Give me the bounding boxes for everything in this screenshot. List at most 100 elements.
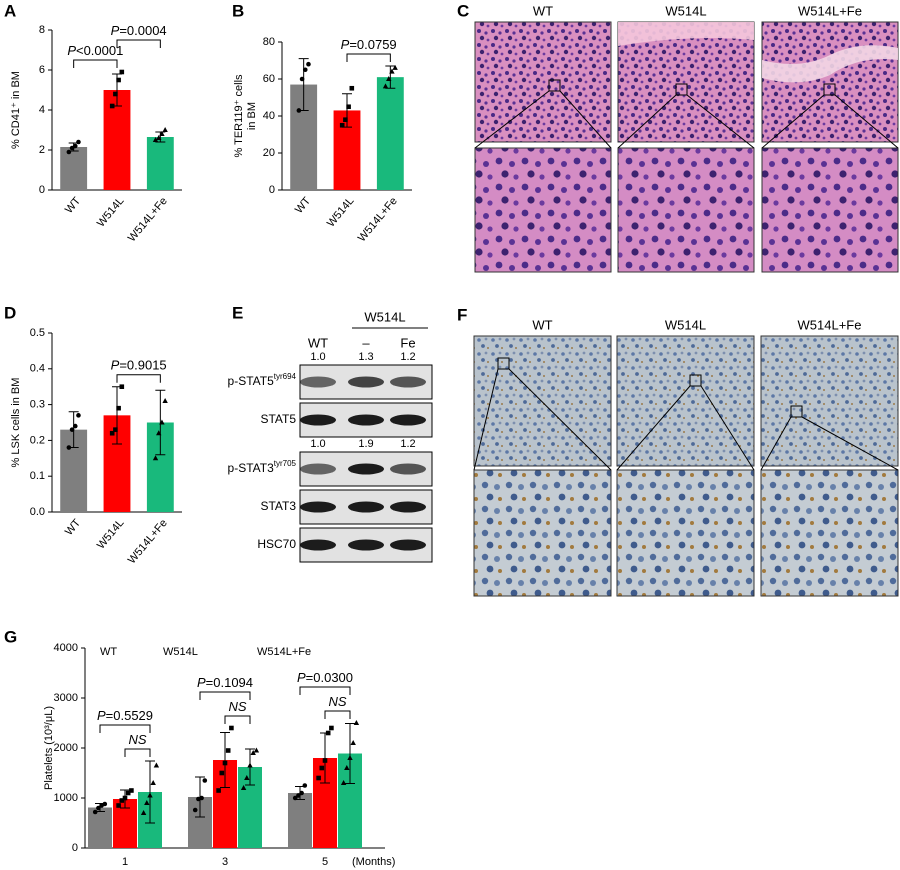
- data-point: [156, 430, 162, 436]
- data-point: [159, 419, 165, 425]
- data-point: [353, 720, 360, 725]
- data-point: [152, 137, 159, 142]
- significance-label: P<0.0001: [67, 43, 123, 58]
- zoom-lines: [617, 94, 755, 149]
- data-point: [322, 758, 328, 763]
- y-tick-label: 20: [263, 147, 275, 159]
- data-point: [225, 748, 231, 753]
- data-point: [247, 762, 253, 768]
- y-tick-label: 8: [39, 24, 45, 36]
- bar: [60, 147, 88, 190]
- y-tick-label: 4000: [54, 642, 78, 654]
- x-tick-label: WT: [63, 517, 83, 538]
- protein-name: STAT5: [260, 412, 296, 426]
- data-point: [113, 91, 118, 97]
- significance-label: NS: [128, 732, 146, 747]
- significance-label: P=0.0300: [297, 670, 353, 685]
- data-point: [292, 795, 298, 801]
- blot-band: [348, 414, 384, 426]
- panel-letter: F: [457, 305, 467, 324]
- significance-bracket: [99, 724, 151, 733]
- band-quantification: 1.2: [400, 351, 415, 363]
- zoom-box: [823, 83, 836, 96]
- legend-entry: WT: [100, 646, 117, 658]
- data-point: [162, 127, 168, 132]
- blot-band: [390, 414, 426, 426]
- data-point: [240, 785, 247, 790]
- column-label: W514L: [665, 3, 706, 18]
- zoom-lines: [760, 416, 899, 471]
- blot-band: [348, 501, 384, 513]
- data-point: [156, 135, 162, 140]
- micrograph-zoom: [761, 147, 899, 273]
- significance-bracket: [116, 39, 161, 48]
- y-tick-label: 2000: [54, 742, 78, 754]
- micrograph-overview: [760, 335, 899, 467]
- bone: [618, 22, 754, 46]
- panel-letter: D: [4, 303, 16, 322]
- significance-label: NS: [328, 694, 346, 709]
- data-point: [350, 740, 356, 745]
- protein-name: STAT3: [260, 499, 296, 513]
- blot-band: [300, 414, 336, 426]
- data-point: [344, 765, 350, 770]
- band-quantification: 1.0: [310, 438, 325, 450]
- panel-letter: B: [232, 1, 244, 20]
- panel-letter: A: [4, 1, 16, 20]
- panel-letter: G: [4, 627, 17, 646]
- panel-letter: E: [232, 303, 243, 322]
- x-tick-label: W514L+Fe: [356, 195, 400, 244]
- column-label: W514L+Fe: [798, 3, 862, 18]
- bar: [376, 77, 404, 190]
- data-point: [253, 747, 260, 753]
- zoom-box: [689, 374, 702, 387]
- data-point: [340, 780, 347, 785]
- significance-label: P=0.5529: [97, 708, 153, 723]
- micrograph-zoom: [760, 469, 899, 597]
- data-point: [129, 788, 134, 793]
- x-tick-label: W514L: [95, 195, 127, 229]
- error-bar: [345, 723, 355, 784]
- lane-label: WT: [308, 335, 328, 350]
- blot-band: [390, 501, 426, 513]
- data-point: [96, 805, 101, 811]
- data-point: [109, 430, 115, 436]
- y-axis-label: % LSK cells in BM: [10, 378, 22, 468]
- blot-band: [300, 501, 336, 513]
- y-tick-label: 1000: [54, 792, 78, 804]
- y-tick-label: 0.5: [30, 327, 45, 339]
- error-bar: [145, 760, 155, 824]
- data-point: [302, 783, 308, 788]
- y-tick-label: 4: [39, 104, 45, 116]
- significance-label: P=0.0759: [341, 37, 397, 52]
- data-point: [153, 762, 160, 768]
- micrograph-zoom: [616, 469, 755, 597]
- x-tick-label: WT: [293, 195, 313, 216]
- significance-label: P=0.0004: [111, 23, 167, 38]
- legend-entry: W514L+Fe: [257, 646, 311, 658]
- data-point: [72, 143, 78, 149]
- data-point: [319, 765, 325, 771]
- protein-name: HSC70: [257, 537, 296, 551]
- column-label: W514L+Fe: [798, 317, 862, 332]
- significance-bracket: [73, 59, 118, 68]
- blot-band: [300, 376, 336, 388]
- micrograph-overview: [473, 335, 612, 467]
- phospho-site: tyr694: [274, 372, 297, 381]
- band-quantification: 1.2: [400, 438, 415, 450]
- y-tick-label: 3000: [54, 692, 78, 704]
- data-point: [250, 750, 256, 755]
- legend-entry: W514L: [163, 646, 198, 658]
- band-quantification: 1.3: [358, 351, 373, 363]
- zoom-box: [497, 357, 510, 370]
- data-point: [159, 131, 165, 136]
- significance-bracket: [124, 748, 151, 757]
- y-tick-label: 0: [72, 842, 78, 854]
- data-point: [92, 809, 98, 815]
- data-point: [76, 413, 81, 418]
- blot-label: p-STAT5tyr694: [228, 372, 297, 388]
- x-tick-label: 1: [122, 856, 128, 868]
- data-point: [192, 807, 198, 813]
- blot-label: STAT3: [260, 499, 296, 513]
